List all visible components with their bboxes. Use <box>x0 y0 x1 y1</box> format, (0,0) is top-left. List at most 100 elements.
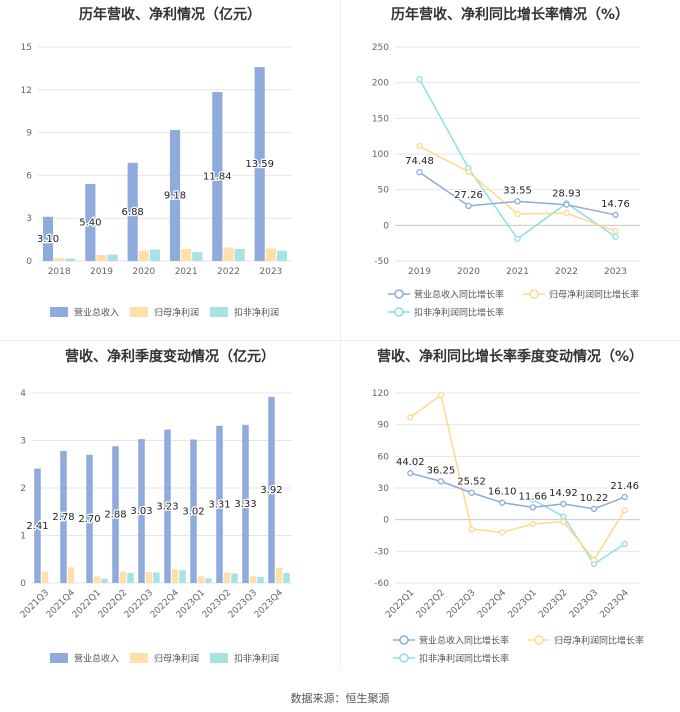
data-point <box>563 210 570 217</box>
x-tick-label: 2022Q2 <box>415 588 447 620</box>
legend-label: 扣非净利润 <box>234 653 279 665</box>
bar <box>107 254 118 261</box>
data-point <box>499 499 506 506</box>
data-point <box>416 169 423 176</box>
y-tick-label: 0 <box>20 579 26 589</box>
data-label: 28.93 <box>552 189 581 200</box>
x-tick-label: 2022Q4 <box>476 588 509 621</box>
legend-label: 扣非净利润 <box>234 307 279 319</box>
bar <box>283 573 290 583</box>
legend-swatch <box>130 653 148 663</box>
y-tick-label: 12 <box>21 86 32 96</box>
legend-swatch <box>50 653 68 663</box>
y-tick-label: 4 <box>20 389 26 399</box>
data-label: 3.23 <box>156 501 178 512</box>
vertical-divider <box>340 0 341 670</box>
y-tick-label: -30 <box>374 547 389 557</box>
data-label: 3.02 <box>182 506 204 517</box>
bar <box>119 571 127 583</box>
bar <box>181 248 192 261</box>
data-label: 6.88 <box>122 207 144 218</box>
data-label: 21.46 <box>610 481 639 492</box>
data-label: 3.03 <box>130 506 152 517</box>
data-label: 2.41 <box>26 521 48 532</box>
data-label: 74.48 <box>405 156 434 167</box>
y-tick-label: -60 <box>374 579 389 589</box>
data-point <box>407 470 414 477</box>
bar <box>127 162 138 261</box>
bar <box>93 576 101 583</box>
bar <box>153 572 160 583</box>
data-point <box>612 211 619 218</box>
data-label: 3.31 <box>208 499 230 510</box>
legend-marker <box>534 635 544 645</box>
bar <box>212 92 223 261</box>
y-tick-label: 6 <box>26 171 32 181</box>
y-tick-label: 100 <box>372 150 389 160</box>
y-tick-label: 1 <box>20 532 26 542</box>
y-tick-label: 30 <box>378 484 390 494</box>
data-point <box>621 507 628 514</box>
bar <box>54 258 65 261</box>
x-tick-label: 2020 <box>132 267 155 277</box>
bar <box>190 439 197 583</box>
y-tick-label: 150 <box>372 114 389 124</box>
bar <box>192 252 203 261</box>
x-tick-label: 2023Q2 <box>537 588 569 620</box>
bar <box>216 425 223 583</box>
bar <box>138 250 149 261</box>
data-point <box>514 198 521 205</box>
bar <box>34 468 41 583</box>
bar <box>169 130 181 261</box>
legend-label: 扣非净利润同比增长率 <box>414 307 504 319</box>
data-point <box>416 143 423 150</box>
bar <box>257 576 264 583</box>
x-tick-label: 2023Q4 <box>598 588 631 621</box>
y-tick-label: 120 <box>372 389 389 399</box>
bar <box>254 67 265 261</box>
bar <box>179 570 186 583</box>
legend-marker <box>399 653 409 663</box>
data-label: 25.52 <box>457 477 486 488</box>
data-label: 2.88 <box>104 510 126 521</box>
bar <box>85 183 96 261</box>
data-point <box>529 496 536 503</box>
data-label: 10.22 <box>580 493 609 504</box>
x-tick-label: 2023 <box>604 267 627 277</box>
bar <box>234 248 245 261</box>
annual-growth-chart: -50 0 50 100 150 200 250 2019 2020 2021 2022 2023 74… <box>372 43 640 319</box>
data-label: 5.40 <box>79 217 101 228</box>
chart-title: 营收、净利季度变动情况（亿元） <box>65 349 275 365</box>
bar <box>145 572 153 583</box>
x-tick-label: 2023Q4 <box>253 588 286 621</box>
series-line <box>410 472 625 510</box>
data-point <box>612 233 619 240</box>
legend-swatch <box>50 307 68 317</box>
data-point <box>465 202 472 210</box>
x-tick-label: 2022 <box>555 267 578 277</box>
data-point <box>612 227 619 235</box>
bar <box>197 576 205 583</box>
data-label: 2.78 <box>52 512 74 523</box>
y-tick-label: 200 <box>372 79 389 89</box>
data-label: 11.84 <box>203 172 232 183</box>
legend-label: 营业总收入 <box>74 653 119 665</box>
data-point <box>514 210 521 218</box>
bar <box>265 248 276 261</box>
y-tick-label: 3 <box>26 214 32 224</box>
legend-label: 营业总收入同比增长率 <box>419 635 509 647</box>
bar <box>149 249 161 261</box>
y-tick-label: 0 <box>383 516 389 526</box>
data-label: 16.10 <box>488 487 517 498</box>
y-tick-label: 15 <box>21 43 32 53</box>
data-point <box>560 518 567 525</box>
x-tick-label: 2020 <box>457 267 480 277</box>
legend-marker <box>394 307 404 317</box>
legend-label: 归母净利润同比增长率 <box>549 289 639 301</box>
data-label: 2.70 <box>78 514 100 525</box>
legend-label: 营业总收入同比增长率 <box>414 289 504 301</box>
data-point <box>590 556 598 563</box>
x-tick-label: 2021 <box>506 267 529 277</box>
x-tick-label: 2018 <box>48 267 71 277</box>
y-tick-label: 60 <box>378 452 390 462</box>
